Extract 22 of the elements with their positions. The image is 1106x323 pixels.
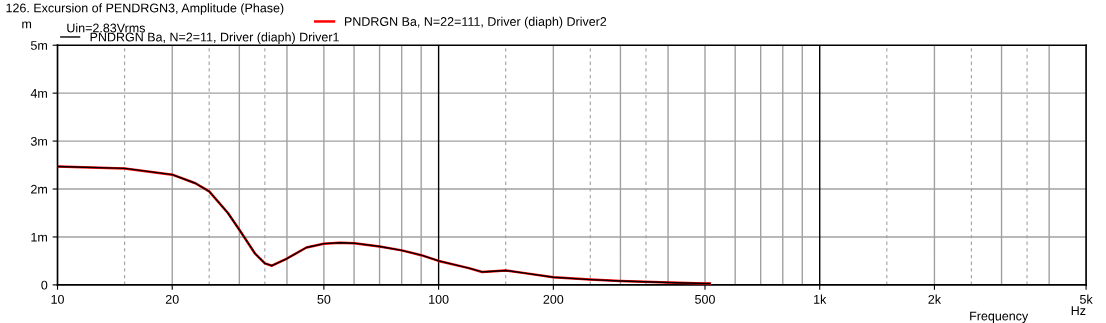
x-tick-label: 200 [543, 294, 564, 304]
x-tick-label: 50 [317, 294, 331, 304]
y-tick-label: 3m [30, 136, 47, 146]
x-tick-label: 5k [1079, 294, 1093, 304]
y-tick-label: 2m [31, 184, 47, 194]
x-tick-label: 10 [51, 294, 64, 304]
text: Uin=2.83Vrms [67, 23, 145, 33]
text: Hz [1071, 306, 1086, 315]
x-tick-label: 500 [695, 294, 715, 304]
legend-label: PNDRGN Ba, N=2=11, Driver (diaph) Driver1 [90, 32, 339, 44]
x-tick-label: 1k [814, 294, 827, 304]
y-tick-label: 0 [41, 280, 48, 290]
legend-label: PNDRGN Ba, N=22=111, Driver (diaph) Driver2 [344, 16, 607, 29]
y-tick-label: 1m [31, 232, 47, 242]
x-axis-title: Frequency [970, 311, 1029, 323]
x-tick-label: 100 [429, 294, 449, 304]
x-tick-label: 2k [928, 294, 942, 304]
x-tick-label: 20 [165, 294, 179, 304]
chart-title: 126. Excursion of PENDRGN3, Amplitude (Phase) [6, 3, 284, 15]
y-axis-title: m [22, 21, 32, 29]
y-tick-label: 5m [30, 41, 47, 50]
y-tick-label: 4m [30, 89, 47, 98]
